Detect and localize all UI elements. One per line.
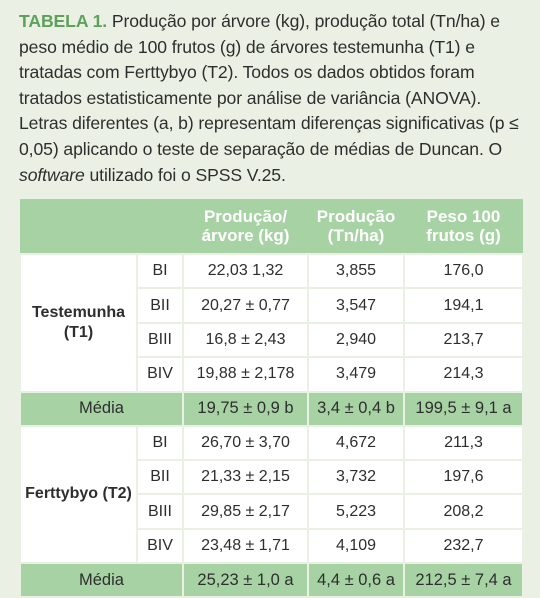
prod-arvore-cell: 21,33 ± 2,15 xyxy=(182,458,309,496)
prod-total-cell: 2,940 xyxy=(307,321,405,359)
table-row: BIV 19,88 ± 2,178 3,479 214,3 xyxy=(20,356,524,393)
peso-cell: 232,7 xyxy=(403,527,524,565)
prod-total-cell: 3,547 xyxy=(307,287,405,324)
prod-arvore-cell: 29,85 ± 2,17 xyxy=(182,493,309,530)
group-label-t1: Testemunha (T1) xyxy=(19,253,138,393)
block-cell: BIII xyxy=(136,493,184,530)
mean-prod-total: 3,4 ± 0,4 b xyxy=(307,390,405,427)
header-peso: Peso 100 frutos (g) xyxy=(404,199,523,254)
caption-text: Produção por árvore (kg), produção total… xyxy=(19,11,519,159)
prod-arvore-cell: 26,70 ± 3,70 xyxy=(182,424,309,461)
prod-arvore-cell: 22,03 1,32 xyxy=(182,252,309,290)
results-table-container: Produção/ árvore (kg) Produção (Tn/ha) P… xyxy=(19,199,524,598)
mean-prod-arvore: 25,23 ± 1,0 a xyxy=(182,562,309,598)
prod-arvore-cell: 20,27 ± 0,77 xyxy=(182,287,309,324)
caption-italic: software xyxy=(19,164,85,185)
block-cell: BIV xyxy=(136,527,184,565)
table-row: BIII 16,8 ± 2,43 2,940 213,7 xyxy=(20,321,524,359)
table-row: BIII 29,85 ± 2,17 5,223 208,2 xyxy=(20,493,524,530)
peso-cell: 213,7 xyxy=(403,321,524,359)
prod-arvore-cell: 19,88 ± 2,178 xyxy=(182,356,309,393)
block-cell: BIV xyxy=(136,356,184,393)
block-cell: BIII xyxy=(136,321,184,359)
peso-cell: 197,6 xyxy=(403,458,524,496)
table-row: Ferttybyo (T2) BI 26,70 ± 3,70 4,672 211… xyxy=(19,424,524,565)
peso-cell: 208,2 xyxy=(403,493,524,530)
caption-text-end: utilizado foi o SPSS V.25. xyxy=(84,164,286,185)
mean-peso: 199,5 ± 9,1 a xyxy=(403,390,524,427)
peso-cell: 214,3 xyxy=(403,356,524,393)
mean-row-t1: Média 19,75 ± 0,9 b 3,4 ± 0,4 b 199,5 ± … xyxy=(19,390,524,427)
mean-label: Média xyxy=(19,390,184,427)
table-row: BII 21,33 ± 2,15 3,732 197,6 xyxy=(20,458,524,496)
header-producao-arvore: Produção/ árvore (kg) xyxy=(183,199,308,254)
mean-prod-arvore: 19,75 ± 0,9 b xyxy=(182,390,309,427)
table-row: BII 20,27 ± 0,77 3,547 194,1 xyxy=(20,287,524,324)
peso-cell: 211,3 xyxy=(403,424,524,461)
results-table: Produção/ árvore (kg) Produção (Tn/ha) P… xyxy=(19,199,524,598)
table-caption: TABELA 1. Produção por árvore (kg), prod… xyxy=(19,9,525,188)
caption-label: TABELA 1. xyxy=(19,11,108,31)
prod-total-cell: 4,672 xyxy=(307,424,405,461)
prod-arvore-cell: 16,8 ± 2,43 xyxy=(182,321,309,359)
table-row: Testemunha (T1) BI 22,03 1,32 3,855 176,… xyxy=(19,252,524,393)
prod-total-cell: 3,479 xyxy=(307,356,405,393)
mean-peso: 212,5 ± 7,4 a xyxy=(403,562,524,598)
header-blank xyxy=(20,199,183,254)
block-cell: BI xyxy=(136,252,184,290)
prod-total-cell: 4,109 xyxy=(307,527,405,565)
mean-row-t2: Média 25,23 ± 1,0 a 4,4 ± 0,6 a 212,5 ± … xyxy=(19,562,524,598)
mean-prod-total: 4,4 ± 0,6 a xyxy=(307,562,405,598)
block-cell: BI xyxy=(136,424,184,461)
peso-cell: 194,1 xyxy=(403,287,524,324)
block-cell: BII xyxy=(136,458,184,496)
prod-total-cell: 3,855 xyxy=(307,252,405,290)
prod-total-cell: 5,223 xyxy=(307,493,405,530)
table-row: BIV 23,48 ± 1,71 4,109 232,7 xyxy=(20,527,524,565)
group-label-t2: Ferttybyo (T2) xyxy=(19,424,138,565)
peso-cell: 176,0 xyxy=(403,252,524,290)
mean-label: Média xyxy=(19,562,184,598)
prod-total-cell: 3,732 xyxy=(307,458,405,496)
header-row: Produção/ árvore (kg) Produção (Tn/ha) P… xyxy=(20,199,523,254)
block-cell: BII xyxy=(136,287,184,324)
prod-arvore-cell: 23,48 ± 1,71 xyxy=(182,527,309,565)
header-producao-total: Produção (Tn/ha) xyxy=(308,199,404,254)
